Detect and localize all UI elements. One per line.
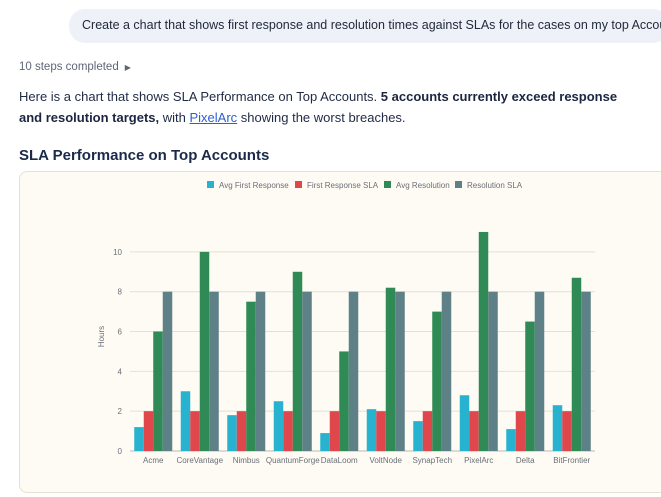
bar-bitfrontier-2 [571, 277, 582, 451]
x-tick-label-corevantage: CoreVantage [176, 456, 223, 465]
y-tick-label-2: 2 [118, 407, 123, 416]
bar-voltnode-1 [376, 411, 386, 451]
x-tick-label-voltnode: VoltNode [370, 456, 403, 465]
legend-swatch-0 [207, 181, 214, 188]
bar-delta-3 [534, 291, 545, 451]
bar-corevantage-2 [199, 251, 210, 451]
bar-voltnode-2 [385, 287, 396, 451]
x-tick-label-synaptech: SynapTech [412, 456, 452, 465]
sla-bar-chart: Avg First Response First Response SLA Avg … [97, 181, 595, 465]
bar-pixelarc-2 [478, 231, 489, 451]
steps-completed-toggle[interactable]: 10 steps completed ▶ [19, 61, 131, 73]
bar-synaptech-3 [441, 291, 452, 451]
bar-pixelarc-1 [469, 411, 479, 451]
bar-bitfrontier-0 [552, 405, 563, 451]
caret-right-icon: ▶ [124, 62, 131, 72]
y-tick-label-10: 10 [113, 248, 122, 257]
bar-pixelarc-0 [459, 395, 470, 451]
steps-completed-label: 10 steps completed [19, 61, 119, 73]
bar-synaptech-1 [422, 411, 433, 451]
bar-nimbus-2 [246, 301, 256, 451]
x-tick-label-nimbus: Nimbus [233, 456, 260, 465]
legend-label-2: Avg Resolution [396, 181, 450, 190]
bar-pixelarc-3 [488, 291, 498, 451]
bar-dataloom-1 [329, 411, 340, 451]
bar-acme-2 [153, 331, 163, 451]
legend-swatch-1 [295, 181, 302, 188]
bar-quantumforge-3 [302, 291, 312, 451]
bar-dataloom-0 [320, 433, 330, 451]
x-tick-label-delta: Delta [516, 456, 535, 465]
bar-delta-0 [506, 429, 516, 451]
y-axis: 0 2 4 6 8 10 Hours [97, 248, 123, 456]
chart-title: SLA Performance on Top Accounts [19, 147, 270, 164]
x-tick-label-quantumforge: QuantumForge [266, 456, 320, 465]
chart-card: Avg First Response First Response SLA Avg … [19, 171, 661, 493]
answer-tail: showing the worst breaches. [237, 110, 406, 125]
x-tick-label-dataloom: DataLoom [321, 456, 358, 465]
y-axis-label: Hours [97, 326, 106, 347]
bar-delta-2 [525, 321, 535, 451]
answer-highlight: 5 accounts currently exceed response and… [19, 89, 618, 125]
bar-acme-1 [143, 411, 154, 451]
bar-acme-0 [134, 427, 144, 451]
bar-quantumforge-1 [283, 411, 293, 451]
x-tick-label-acme: Acme [143, 456, 164, 465]
user-message-bubble [69, 9, 661, 43]
bar-nimbus-3 [255, 291, 266, 451]
bar-synaptech-2 [432, 311, 442, 451]
bar-quantumforge-0 [273, 401, 284, 451]
chart-bars [134, 231, 591, 451]
chart-legend: Avg First Response First Response SLA Avg … [207, 181, 523, 190]
y-tick-label-6: 6 [118, 328, 123, 337]
assistant-answer: Here is a chart that shows SLA Performan… [19, 86, 639, 128]
legend-swatch-3 [455, 181, 462, 188]
bar-synaptech-0 [413, 421, 423, 451]
bar-corevantage-0 [180, 391, 191, 451]
x-axis: Acme CoreVantage Nimbus QuantumForge DataLoo… [143, 456, 591, 465]
legend-label-3: Resolution SLA [467, 181, 523, 190]
bar-dataloom-2 [339, 351, 349, 451]
bar-dataloom-3 [348, 291, 359, 451]
bar-nimbus-0 [227, 415, 237, 451]
bar-acme-3 [162, 291, 173, 451]
bar-corevantage-3 [209, 291, 219, 451]
bar-delta-1 [515, 411, 526, 451]
legend-label-0: Avg First Response [219, 181, 289, 190]
bar-bitfrontier-3 [581, 291, 591, 451]
y-tick-label-8: 8 [118, 288, 123, 297]
y-tick-label-0: 0 [118, 447, 123, 456]
x-tick-label-bitfrontier: BitFrontier [553, 456, 590, 465]
bar-quantumforge-2 [292, 271, 303, 451]
bar-bitfrontier-1 [562, 411, 572, 451]
account-link-pixelarc[interactable]: PixelArc [189, 110, 238, 125]
answer-with: with [159, 110, 190, 125]
x-tick-label-pixelarc: PixelArc [464, 456, 493, 465]
answer-intro: Here is a chart that shows SLA Performan… [19, 89, 381, 104]
bar-voltnode-0 [366, 409, 377, 451]
bar-corevantage-1 [190, 411, 200, 451]
legend-label-1: First Response SLA [307, 181, 379, 190]
bar-voltnode-3 [395, 291, 405, 451]
legend-swatch-2 [384, 181, 391, 188]
y-tick-label-4: 4 [118, 367, 123, 376]
user-message-text: Create a chart that shows first response… [82, 18, 661, 32]
bar-nimbus-1 [236, 411, 247, 451]
